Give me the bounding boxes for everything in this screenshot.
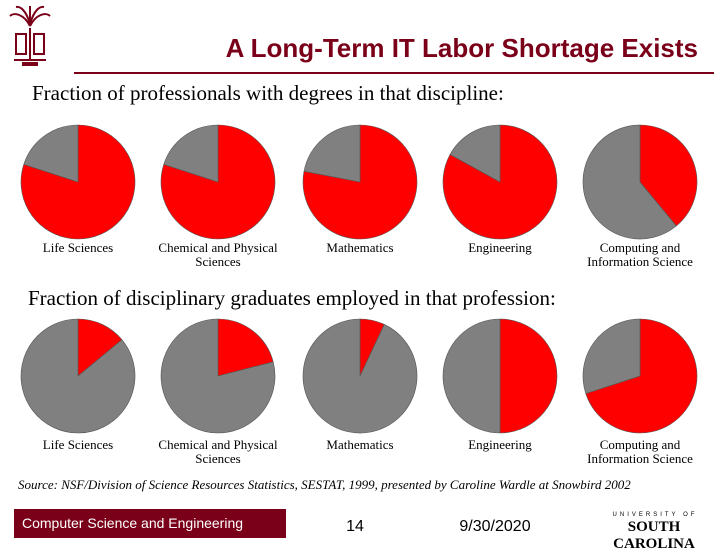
pie-slice-red [499, 318, 558, 434]
logo-small-text: UNIVERSITY OF [612, 512, 698, 518]
pie-svg [160, 318, 276, 434]
pie-chart-1-3 [300, 122, 420, 242]
source-note: Source: NSF/Division of Science Resource… [18, 477, 631, 492]
pie-svg [302, 124, 418, 240]
pie-label: Life Sciences [42, 240, 114, 255]
pie-slice-red [302, 124, 418, 240]
chart-2-title: Fraction of disciplinary graduates emplo… [28, 286, 556, 310]
pie-svg [20, 318, 136, 434]
pie-label: Chemical and Physical Sciences [158, 240, 278, 269]
pie-slice-red [217, 318, 274, 377]
pie-svg [442, 318, 558, 434]
pie-slice-red [585, 318, 698, 434]
pie-slice-gray [449, 124, 501, 183]
pie-svg [302, 318, 418, 434]
pie-chart-1-2 [158, 122, 278, 242]
pie-chart-2-3 [300, 316, 420, 436]
pie-chart-1-4 [440, 122, 560, 242]
pie-chart-2-4 [440, 316, 560, 436]
pie-label: Computing and Information Science [587, 240, 693, 269]
university-logo: UNIVERSITY OF SOUTH CAROLINA [592, 512, 716, 552]
pie-svg [20, 124, 136, 240]
footer-course-name: Computer Science and Engineering [14, 509, 286, 538]
pie-chart-2-5 [580, 316, 700, 436]
pie-slice-gray [442, 318, 501, 434]
pie-chart-2-1 [18, 316, 138, 436]
pie-slice-gray [582, 318, 641, 394]
pie-slice-gray [23, 124, 79, 183]
pie-label: Engineering [468, 437, 532, 452]
pie-svg [582, 318, 698, 434]
pie-svg [160, 124, 276, 240]
pie-chart-1-5 [580, 122, 700, 242]
pie-slice-red [20, 124, 136, 240]
slide-title: A Long-Term IT Labor Shortage Exists [225, 33, 698, 63]
pie-label: Computing and Information Science [587, 437, 693, 466]
pie-svg [582, 124, 698, 240]
pie-slice-gray [582, 124, 677, 240]
pie-slice-gray [302, 318, 418, 434]
pie-label: Mathematics [326, 437, 394, 452]
pie-slice-gray [160, 318, 276, 434]
logo-big-text: SOUTH CAROLINA [613, 519, 695, 552]
pie-slice-red [639, 124, 698, 227]
pie-label: Life Sciences [42, 437, 114, 452]
pie-slice-gray [303, 124, 361, 183]
footer-date: 9/30/2020 [459, 518, 531, 535]
pie-chart-1-1 [18, 122, 138, 242]
title-divider [74, 72, 714, 74]
pie-label: Chemical and Physical Sciences [158, 437, 278, 466]
pie-chart-2-2 [158, 316, 278, 436]
pie-slice-gray [20, 318, 136, 434]
footer-page-number: 14 [346, 518, 364, 535]
chart-1-title: Fraction of professionals with degrees i… [32, 81, 504, 105]
pie-svg [442, 124, 558, 240]
palmetto-logo-icon [9, 5, 51, 66]
pie-label: Mathematics [326, 240, 394, 255]
pie-label: Engineering [468, 240, 532, 255]
pie-slice-red [160, 124, 276, 240]
pie-slice-gray [163, 124, 219, 183]
